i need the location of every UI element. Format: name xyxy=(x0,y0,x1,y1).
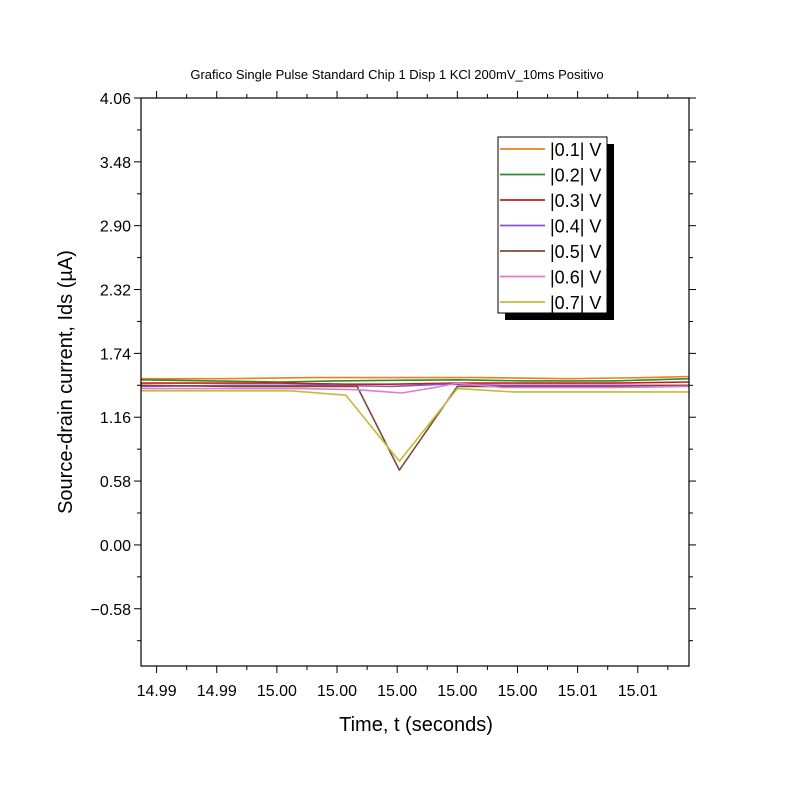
legend-label-2: |0.2| V xyxy=(550,166,601,186)
x-tick-label: 15.01 xyxy=(618,683,658,700)
y-axis-title: Source-drain current, Ids (µA) xyxy=(55,250,77,514)
y-tick-label: 1.16 xyxy=(100,410,131,427)
y-tick-label: 0.00 xyxy=(100,538,131,555)
legend-label-4: |0.4| V xyxy=(550,217,601,237)
series-line-6 xyxy=(141,382,690,394)
legend-label-7: |0.7| V xyxy=(550,293,601,313)
series-lines xyxy=(140,375,690,471)
legend-label-3: |0.3| V xyxy=(550,191,601,211)
plot-frame xyxy=(140,97,690,667)
x-tick-label: 14.99 xyxy=(137,683,177,700)
x-tick-label: 15.00 xyxy=(377,683,417,700)
y-tick-label: 0.58 xyxy=(100,474,131,491)
series-line-4 xyxy=(140,383,689,388)
x-tick-label: 15.00 xyxy=(497,683,537,700)
x-tick-label: 15.00 xyxy=(437,683,477,700)
legend-label-5: |0.5| V xyxy=(550,242,601,262)
y-tick-label: 4.06 xyxy=(100,91,131,108)
x-tick-label: 14.99 xyxy=(197,683,237,700)
series-line-1 xyxy=(141,375,690,380)
y-tick-label: 2.90 xyxy=(100,219,131,236)
series-line-7 xyxy=(141,387,689,463)
x-tick-label: 15.01 xyxy=(558,683,598,700)
x-tick-label: 15.00 xyxy=(257,683,297,700)
series-line-5 xyxy=(140,384,690,471)
legend-label-1: |0.1| V xyxy=(550,140,601,160)
x-tick-label: 15.00 xyxy=(317,683,357,700)
axis-ticks: −0.58 0.00 0.58 1.16 1.74 2.32 2.90 3.48 4.06 14.… xyxy=(91,91,696,700)
y-tick-label: −0.58 xyxy=(91,602,132,619)
y-tick-label: 3.48 xyxy=(100,155,131,172)
x-axis-title: Time, t (seconds) xyxy=(339,714,493,736)
y-tick-label: 1.74 xyxy=(100,346,131,363)
legend-label-6: |0.6| V xyxy=(550,268,601,288)
series-line-3 xyxy=(141,381,690,386)
y-tick-label: 2.32 xyxy=(100,283,131,300)
legend: |0.1| V |0.2| V |0.3| V |0.4| V |0.5| V |0.6|… xyxy=(497,136,614,320)
series-line-2 xyxy=(140,377,690,383)
chart-title: Grafico Single Pulse Standard Chip 1 Dis… xyxy=(190,67,603,82)
